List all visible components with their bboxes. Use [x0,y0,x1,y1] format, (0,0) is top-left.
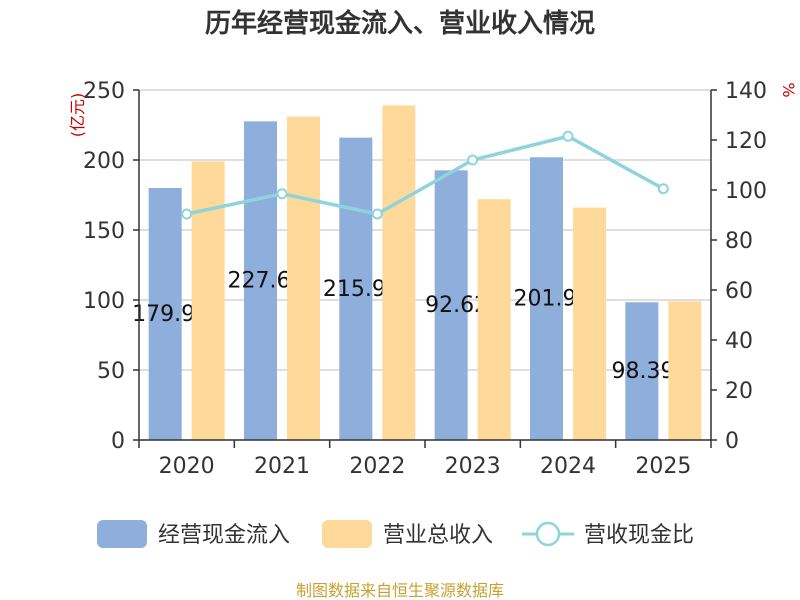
left-tick-label: 150 [83,219,125,244]
left-tick-label: 200 [83,149,125,174]
line-series [181,130,669,220]
data-label: 201.96 [514,287,591,312]
line-point [276,188,288,200]
x-tick-label: 2023 [445,454,501,479]
x-tick-label: 2022 [349,454,405,479]
bar-revenue [477,199,511,440]
right-tick-label: 20 [725,379,753,404]
grid [139,89,711,441]
chart-title: 历年经营现金流入、营业收入情况 [205,8,595,39]
bar-cash-inflow [148,188,182,440]
legend-revenue-label: 营业总收入 [383,523,493,548]
legend-revenue-swatch [322,520,372,548]
data-label: 215.99 [323,277,400,302]
right-tick-label: 60 [725,279,753,304]
data-label: 227.60 [228,269,305,294]
bars [148,105,702,441]
bar-revenue [287,116,320,440]
data-label: 179.99 [132,302,209,327]
right-tick-label: 80 [725,229,753,254]
legend: 经营现金流入 营业总收入 营收现金比 [97,520,694,548]
legend-ratio-marker [535,521,561,547]
line-point [371,208,383,220]
x-tick-label: 2024 [540,454,596,479]
bar-cash-inflow [625,302,659,440]
right-tick-label: 140 [725,79,767,104]
bar-revenue [191,161,225,440]
left-axis-unit: (亿元) [68,93,87,138]
bar-cash-inflow [434,170,468,440]
legend-ratio-label: 营收现金比 [584,523,694,548]
right-tick-label: 100 [725,179,767,204]
x-tick-label: 2021 [254,454,310,479]
data-label: 92.62 [425,293,488,318]
left-tick-label: 250 [83,79,125,104]
right-tick-label: 40 [725,329,753,354]
x-tick-label: 2025 [635,454,691,479]
bar-revenue [668,301,702,440]
bar-revenue [573,207,606,440]
right-axis-unit: % [779,82,798,97]
left-tick-label: 50 [97,359,125,384]
left-tick-label: 100 [83,289,125,314]
line-ratio [186,134,665,216]
bar-revenue [382,105,416,441]
x-tick-label: 2020 [159,454,215,479]
left-tick-label: 0 [111,429,125,454]
line-point [467,154,479,166]
axes: 0 50 100 150 200 250 0 20 40 60 80 100 120 140 2020 202… [83,79,767,479]
right-tick-label: 120 [725,129,767,154]
bar-cash-inflow [244,121,277,441]
legend-cash-inflow-label: 经营现金流入 [158,523,290,548]
data-label: 98.39( [612,359,684,384]
bar-cash-inflow [530,157,563,441]
right-tick-label: 0 [725,429,739,454]
line-point [562,130,574,142]
bar-cash-inflow [339,137,373,440]
line-point [181,208,193,220]
legend-cash-inflow-swatch [97,520,147,548]
data-labels: 179.99 227.60 215.99 92.62 201.96 98.39( [132,269,684,384]
line-point [657,183,669,195]
source-note: 制图数据来自恒生聚源数据库 [296,581,504,600]
